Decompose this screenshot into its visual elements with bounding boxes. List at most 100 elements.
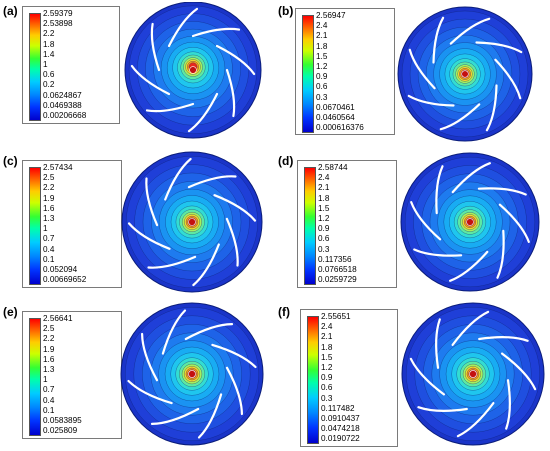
hub-core xyxy=(469,370,477,378)
color-legend: 2.59379 2.53898 2.2 1.8 1.4 1 0.6 0.2 0.… xyxy=(22,6,120,124)
impeller-blade xyxy=(145,177,159,227)
panel-label: (b) xyxy=(278,4,294,18)
contour-plot xyxy=(124,2,262,139)
panel-c: (c) 2.57434 2.5 2.2 1.9 1.6 1.3 1 0.7 0.… xyxy=(0,150,275,300)
panel-f: (f) 2.55651 2.4 2.1 1.8 1.5 1.2 0.9 0.6 … xyxy=(275,301,550,451)
legend-tick: 0.1 xyxy=(43,254,55,264)
panel-b: (b) 2.56947 2.4 2.1 1.8 1.5 1.2 0.9 0.6 … xyxy=(275,0,550,150)
impeller-blade xyxy=(191,27,241,38)
hub-core xyxy=(188,218,196,226)
legend-tick: 0.9 xyxy=(321,373,333,383)
impeller-blade xyxy=(449,17,491,45)
color-legend: 2.56641 2.5 2.2 1.9 1.6 1.3 1 0.7 0.4 0.… xyxy=(22,311,122,439)
legend-tick: 2.4 xyxy=(318,173,330,183)
legend-tick: 1.6 xyxy=(43,203,55,213)
legend-ticks: 2.57434 2.5 2.2 1.9 1.6 1.3 1 0.7 0.4 0.… xyxy=(43,163,86,285)
legend-ticks: 2.58744 2.4 2.1 1.8 1.5 1.2 0.9 0.6 0.3 … xyxy=(318,163,357,285)
impeller-blade xyxy=(410,201,442,241)
legend-tick: 1.2 xyxy=(316,62,328,72)
legend-tick: 2.2 xyxy=(43,29,55,39)
legend-tick: 0.0469388 xyxy=(43,100,82,110)
legend-tick: 0.7 xyxy=(43,234,55,244)
panel-label: (d) xyxy=(278,154,294,168)
hub-core xyxy=(466,218,474,226)
legend-tick: 0.0190722 xyxy=(321,434,360,444)
legend-tick: 0.6 xyxy=(321,383,333,393)
legend-tick: 0.0474218 xyxy=(321,424,360,434)
impeller-blade xyxy=(184,323,234,341)
impeller-blade xyxy=(161,309,187,355)
legend-tick: 2.58744 xyxy=(318,163,348,172)
legend-tick: 1.9 xyxy=(43,344,55,354)
impeller-blade xyxy=(498,203,530,243)
panel-label: (e) xyxy=(3,305,18,319)
legend-tick: 0.4 xyxy=(43,244,55,254)
impeller-blade xyxy=(150,22,161,72)
impeller-blade xyxy=(225,68,236,118)
legend-tick: 2.5 xyxy=(43,324,55,334)
legend-tick: 1.8 xyxy=(318,193,330,203)
color-bar xyxy=(307,316,319,444)
impeller-blade xyxy=(150,407,200,425)
color-bar xyxy=(304,167,316,285)
hub-core xyxy=(189,66,197,74)
legend-tick: 1.3 xyxy=(43,214,55,224)
legend-tick: 1.5 xyxy=(316,51,328,61)
color-legend: 2.55651 2.4 2.1 1.8 1.5 1.2 0.9 0.6 0.3 … xyxy=(300,309,398,447)
legend-tick: 2.4 xyxy=(316,21,328,31)
panel-label: (a) xyxy=(3,4,18,18)
legend-tick: 0.6 xyxy=(318,234,330,244)
legend-tick: 2.1 xyxy=(321,332,333,342)
legend-tick: 2.2 xyxy=(43,183,55,193)
panel-label: (f) xyxy=(278,305,290,319)
color-bar xyxy=(29,167,41,285)
impeller-blade xyxy=(451,310,490,346)
legend-tick: 0.9 xyxy=(318,224,330,234)
legend-ticks: 2.56947 2.4 2.1 1.8 1.5 1.2 0.9 0.6 0.3 … xyxy=(316,11,364,133)
impeller-blade xyxy=(130,64,171,96)
impeller-blade xyxy=(147,255,197,269)
legend-tick: 0.3 xyxy=(316,92,328,102)
impeller-blade xyxy=(413,248,463,257)
impeller-blade xyxy=(145,102,195,113)
hub-core xyxy=(188,370,196,378)
impeller-blade xyxy=(409,357,445,396)
legend-tick: 0.00206668 xyxy=(43,111,87,121)
legend-tick: 0.0259729 xyxy=(318,275,357,285)
legend-tick: 0.0583895 xyxy=(43,416,82,426)
color-bar xyxy=(302,15,314,133)
legend-tick: 0.000616376 xyxy=(316,123,364,133)
impeller-blade xyxy=(211,343,257,369)
legend-tick: 0.0670461 xyxy=(316,102,355,112)
legend-tick: 0.2 xyxy=(43,80,55,90)
impeller-blade xyxy=(435,318,441,369)
legend-tick: 0.9 xyxy=(316,72,328,82)
legend-tick: 1 xyxy=(43,60,48,70)
legend-tick: 1.8 xyxy=(43,39,55,49)
impeller-blade xyxy=(407,94,455,107)
panel-e: (e) 2.56641 2.5 2.2 1.9 1.6 1.3 1 0.7 0.… xyxy=(0,301,275,451)
impeller-blade xyxy=(192,243,220,287)
legend-tick: 1.5 xyxy=(318,203,330,213)
impeller-blade xyxy=(505,379,511,430)
contour-plot xyxy=(401,302,545,446)
hub-core xyxy=(461,70,469,78)
legend-tick: 2.59379 xyxy=(43,9,73,18)
panel-label: (c) xyxy=(3,154,18,168)
impeller-blade xyxy=(456,402,495,438)
legend-ticks: 2.59379 2.53898 2.2 1.8 1.4 1 0.6 0.2 0.… xyxy=(43,9,86,121)
impeller-blade xyxy=(477,187,527,196)
impeller-blade xyxy=(475,41,523,54)
color-bar xyxy=(29,318,41,436)
legend-tick: 0.0766518 xyxy=(318,265,357,275)
legend-tick: 1.6 xyxy=(43,354,55,364)
contour-plot xyxy=(121,151,263,293)
legend-tick: 2.56641 xyxy=(43,314,73,323)
color-bar xyxy=(29,13,41,121)
impeller-blade xyxy=(225,366,243,416)
legend-tick: 0.025809 xyxy=(43,426,78,436)
legend-tick: 0.6 xyxy=(43,70,55,80)
legend-tick: 2.53898 xyxy=(43,19,73,29)
impeller-blade xyxy=(451,162,491,194)
legend-tick: 2.55651 xyxy=(321,312,351,321)
